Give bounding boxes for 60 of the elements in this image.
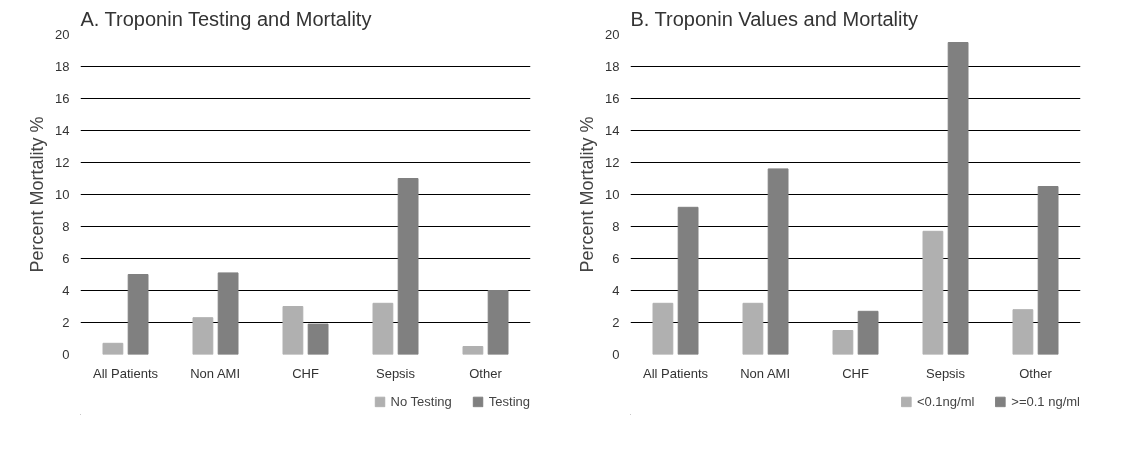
- bar: [1012, 309, 1034, 355]
- bar: [462, 346, 484, 355]
- bar: [832, 330, 854, 355]
- bar: [127, 274, 149, 355]
- x-tick-label: Sepsis: [375, 365, 416, 381]
- legend-label: <0.1ng/ml: [916, 393, 975, 409]
- y-tick-label: 2: [612, 315, 620, 330]
- y-tick-label: 6: [62, 251, 70, 266]
- x-tick-label: Other: [1019, 365, 1053, 381]
- y-tick-label: 14: [605, 123, 620, 138]
- legend-label: >=0.1 ng/ml: [1011, 393, 1080, 409]
- bar: [742, 302, 764, 355]
- y-tick-label: 16: [55, 91, 70, 106]
- y-tick-label: 4: [612, 283, 620, 298]
- y-tick-label: 6: [612, 251, 620, 266]
- x-tick-label: All Patients: [642, 365, 709, 381]
- legend-label: No Testing: [390, 393, 452, 409]
- x-tick-label: CHF: [842, 365, 869, 381]
- y-tick-label: 0: [612, 347, 620, 362]
- bar: [217, 272, 239, 355]
- x-tick-label: Non AMI: [190, 365, 241, 381]
- y-tick-label: 20: [55, 27, 70, 42]
- y-tick-label: 18: [55, 59, 70, 74]
- y-tick-label: 10: [605, 187, 620, 202]
- x-tick-label: Sepsis: [925, 365, 966, 381]
- x-tick-label: All Patients: [92, 365, 159, 381]
- y-axis-title: Percent Mortality %: [577, 116, 598, 273]
- bar: [282, 306, 304, 355]
- legend-label: Testing: [488, 393, 530, 409]
- x-tick-label: Other: [469, 365, 503, 381]
- bar: [307, 323, 329, 355]
- y-tick-label: 10: [55, 187, 70, 202]
- bar: [372, 302, 394, 355]
- bar: [857, 310, 879, 355]
- y-tick-label: 12: [605, 155, 620, 170]
- y-tick-label: 8: [612, 219, 620, 234]
- bar: [947, 42, 969, 355]
- x-tick-label: Non AMI: [740, 365, 791, 381]
- bar: [397, 178, 419, 355]
- chart-title: B. Troponin Values and Mortality: [630, 7, 919, 30]
- bar: [487, 290, 509, 355]
- y-tick-label: 8: [62, 219, 70, 234]
- y-tick-label: 2: [62, 315, 70, 330]
- bar: [192, 317, 214, 355]
- y-tick-label: 12: [55, 155, 70, 170]
- bar: [922, 230, 944, 355]
- y-tick-label: 14: [55, 123, 70, 138]
- chart-title: A. Troponin Testing and Mortality: [80, 7, 372, 30]
- bar: [1037, 186, 1059, 355]
- y-tick-label: 16: [605, 91, 620, 106]
- bar: [652, 302, 674, 355]
- bar: [677, 206, 699, 355]
- y-tick-label: 4: [62, 283, 70, 298]
- bar: [102, 342, 124, 355]
- y-tick-label: 0: [62, 347, 70, 362]
- x-tick-label: CHF: [292, 365, 319, 381]
- bar: [767, 168, 789, 355]
- y-axis-title: Percent Mortality %: [27, 116, 48, 273]
- y-tick-label: 18: [605, 59, 620, 74]
- y-tick-label: 20: [605, 27, 620, 42]
